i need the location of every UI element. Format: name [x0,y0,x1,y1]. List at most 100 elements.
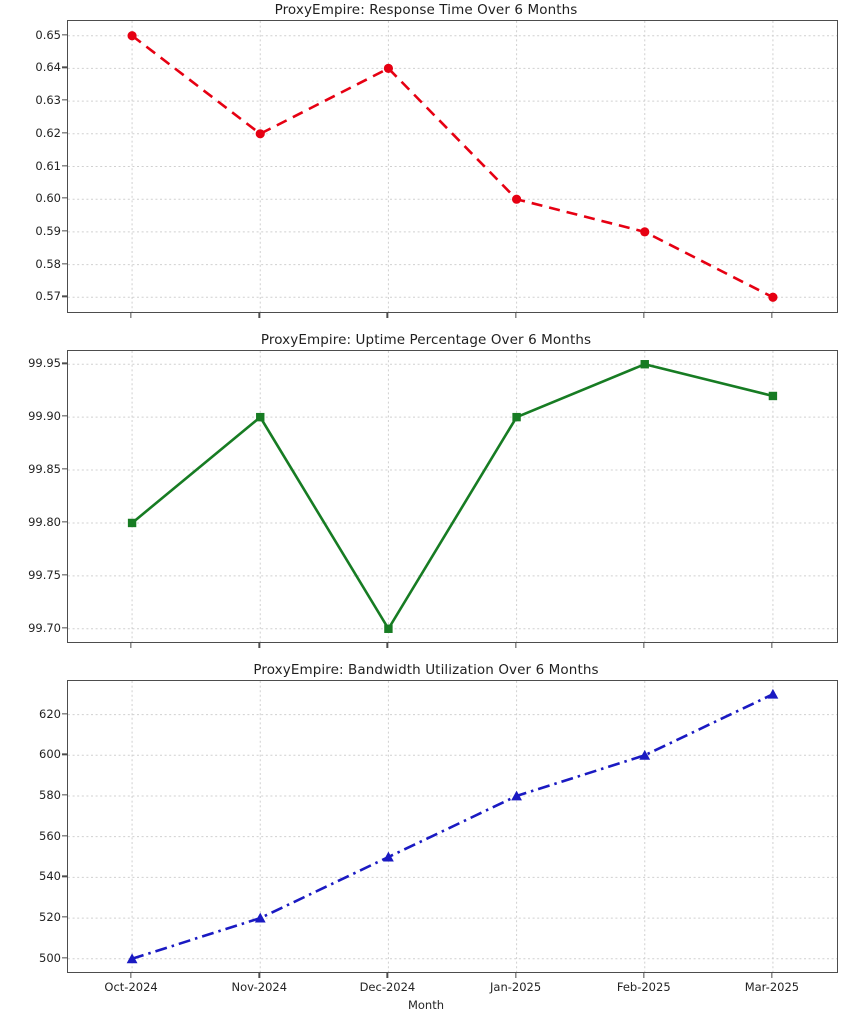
y-axis-tick-label: 540 [39,869,61,884]
chart-title-response-time: ProxyEmpire: Response Time Over 6 Months [274,2,578,18]
y-axis-tick-label: 600 [39,747,61,762]
y-axis-tick-mark [62,794,67,796]
y-axis-tick-mark [62,415,67,417]
plot-wrapper-bandwidth: Bandwidth (GB) 500520540560580600620Oct-… [39,680,838,994]
y-axis-tick-label: 99.80 [28,514,61,529]
data-point-marker [768,391,778,401]
y-axis-tick-mark [62,132,67,134]
data-point-marker [256,412,265,422]
x-axis-tick-mark [386,973,389,978]
y-axis-tick-label: 0.58 [35,256,61,271]
y-axis-tick-mark [62,521,67,523]
x-axis-tick-mark [130,973,132,978]
data-point-marker [640,360,649,369]
y-axis-tick-label: 620 [39,706,61,721]
y-axis-tick-label: 0.59 [35,223,61,238]
data-point-marker [640,227,650,237]
y-axis-tick-label: 99.75 [28,567,61,582]
x-axis-tick-label: Dec-2024 [359,980,416,994]
x-axis-tick-mark [771,973,773,978]
y-axis-tick-mark [62,99,67,101]
y-axis-tick-label: 0.64 [35,60,61,75]
chart-title-bandwidth: ProxyEmpire: Bandwidth Utilization Over … [253,662,599,678]
x-axis-tick-mark [258,643,260,648]
x-axis-tick-mark [514,313,517,318]
x-axis-tick-mark [514,643,517,648]
x-axis-tick-mark [643,973,645,978]
y-axis-tick-mark [62,753,67,755]
y-axis-tick-label: 99.90 [28,409,61,424]
y-axis-tick-label: 0.57 [35,289,61,304]
y-axis-tick-label: 0.61 [35,158,61,173]
y-axis-tick-label: 99.95 [28,356,61,371]
gridlines-uptime [68,351,837,642]
y-axis-tick-mark [62,835,67,837]
data-point-marker [126,953,138,964]
series-bandwidth [126,688,779,964]
x-axis-label-month: Month [407,998,445,1012]
x-axis-tick-label: Jan-2025 [490,980,542,994]
x-axis-tick-label: Nov-2024 [231,980,288,994]
data-point-marker [383,63,394,74]
y-axis-tick-label: 0.62 [35,125,61,140]
y-axis-tick-mark [62,468,67,470]
plot-wrapper-uptime: Uptime (%) 99.7099.7599.8099.8599.9099.9… [28,350,838,648]
data-point-marker [127,31,137,41]
gridlines-bandwidth [68,681,837,972]
data-point-marker [255,129,265,139]
chart-panel-response-time: ProxyEmpire: Response Time Over 6 Months… [0,0,852,330]
plot-wrapper-response-time: Time (sec) 0.570.580.590.600.610.620.630… [35,20,838,318]
y-axis-tick-label: 99.85 [28,462,61,477]
x-axis-tick-label: Mar-2025 [744,980,800,994]
data-point-marker [384,624,393,633]
y-axis-tick-mark [62,957,67,959]
data-point-marker [768,292,778,302]
chart-title-uptime: ProxyEmpire: Uptime Percentage Over 6 Mo… [260,332,592,348]
y-axis-tick-mark [62,712,67,715]
x-axis-tick-mark [130,643,132,648]
y-axis-tick-label: 0.60 [35,191,61,206]
x-axis-tick-mark [386,643,389,648]
chart-panel-bandwidth: ProxyEmpire: Bandwidth Utilization Over … [0,660,852,1024]
chart-panel-uptime: ProxyEmpire: Uptime Percentage Over 6 Mo… [0,330,852,660]
plot-area-uptime [67,350,838,643]
y-axis-tick-label: 0.65 [35,27,61,42]
y-axis-tick-label: 560 [39,828,61,843]
series-response-time [127,31,778,302]
x-axis-tick-mark [386,313,389,318]
plot-area-bandwidth [67,680,838,973]
y-axis-tick-mark [62,916,67,918]
y-axis-tick-mark [62,875,67,878]
y-axis-tick-mark [62,230,67,232]
x-axis-tick-mark [643,313,645,318]
y-axis-tick-label: 99.70 [28,620,61,635]
x-axis-tick-mark [258,313,260,318]
series-uptime [127,360,778,633]
x-axis-tick-mark [130,313,132,318]
data-point-marker [383,851,394,862]
x-axis-tick-label: Feb-2025 [616,980,671,994]
x-axis-tick-mark [771,313,773,318]
data-point-marker [639,749,651,760]
x-axis-tick-label: Oct-2024 [104,980,158,994]
plot-area-response-time [67,20,838,313]
data-point-marker [511,790,522,801]
x-axis-tick-mark [258,973,260,978]
y-axis-tick-mark [62,197,67,199]
y-axis-tick-mark [62,66,67,69]
data-point-marker [511,194,522,204]
x-axis-tick-mark [514,973,517,978]
y-axis-tick-label: 580 [39,787,61,802]
x-axis-tick-mark [643,643,645,648]
y-axis-tick-mark [62,164,67,167]
y-axis-tick-label: 520 [39,910,61,925]
y-axis-tick-mark [62,362,67,364]
y-axis-tick-mark [62,262,67,265]
y-axis-tick-mark [62,295,67,297]
y-axis-tick-mark [62,34,67,36]
data-point-marker [512,412,521,422]
data-point-marker [767,688,779,699]
data-point-marker [254,912,266,923]
y-axis-tick-mark [62,574,67,576]
